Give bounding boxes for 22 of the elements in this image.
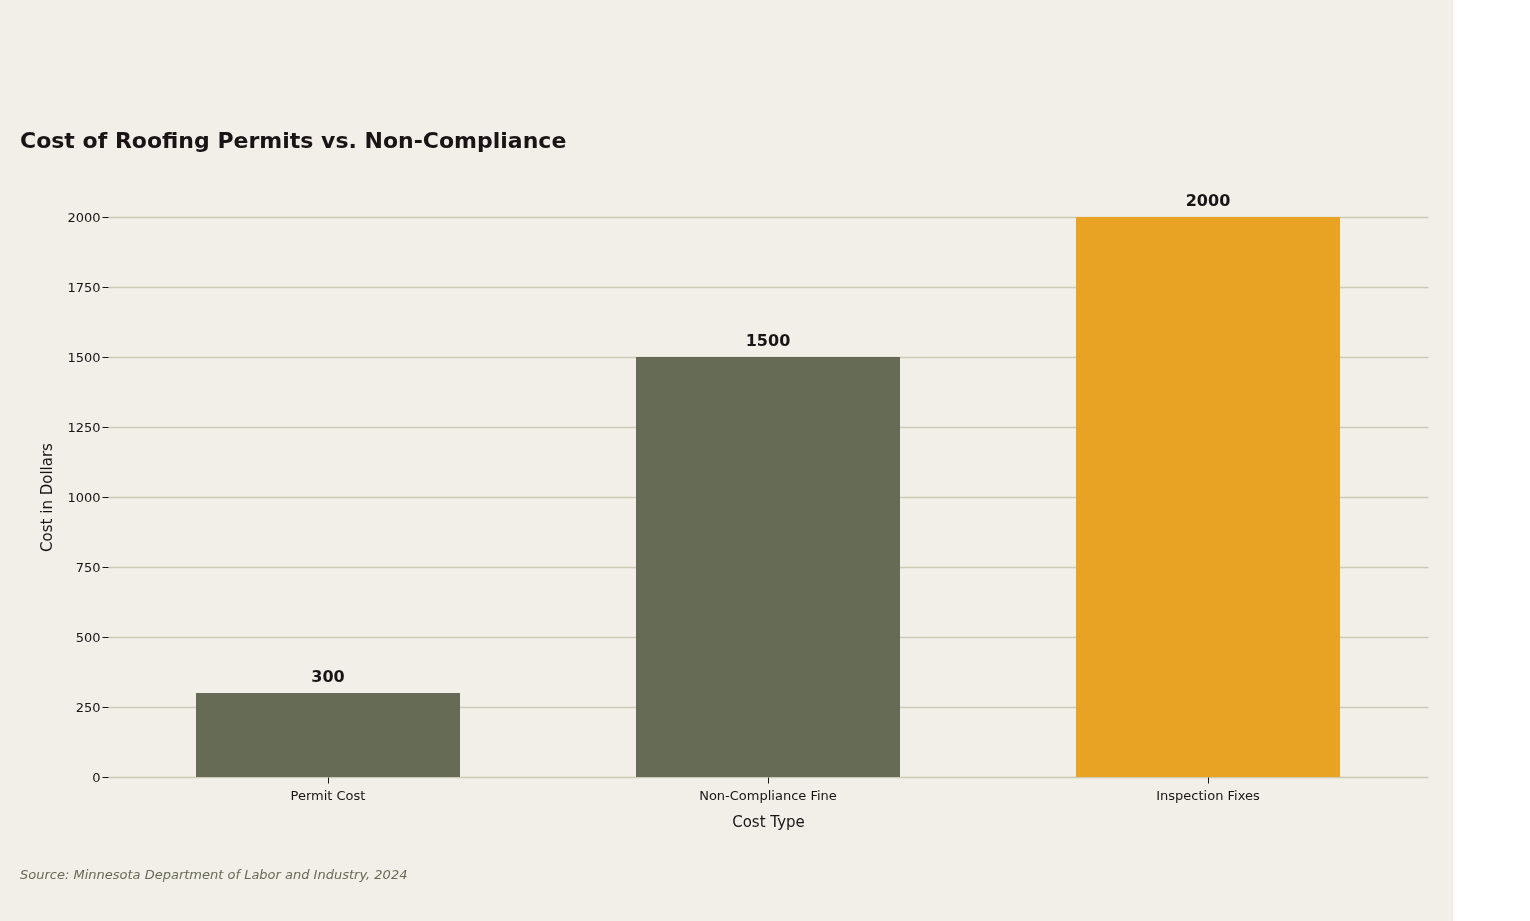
source-note: Source: Minnesota Department of Labor and Industry, 2024 (20, 867, 408, 882)
y-tick-label: 1000 (67, 489, 101, 505)
y-tick-label: 500 (75, 629, 101, 645)
y-tick-label: 1500 (67, 349, 101, 365)
x-tick-label: Inspection Fixes (1156, 787, 1260, 803)
y-tick-label: 2000 (67, 209, 101, 225)
y-tick-label: 1250 (67, 419, 101, 435)
y-tick-label: 250 (75, 699, 101, 715)
data-label: 1500 (745, 331, 791, 350)
bar (636, 357, 900, 777)
x-axis-title: Cost Type (732, 812, 805, 831)
y-tick-label: 750 (75, 559, 101, 575)
chart-title: Cost of Roofing Permits vs. Non-Compliance (20, 128, 567, 153)
y-tick-label: 0 (92, 769, 101, 785)
y-tick-label: 1750 (67, 279, 101, 295)
x-tick-label: Non-Compliance Fine (699, 787, 837, 803)
bar (196, 693, 460, 777)
data-label: 2000 (1185, 191, 1231, 210)
y-axis-title: Cost in Dollars (38, 442, 57, 552)
bar (1076, 217, 1340, 777)
data-label: 300 (311, 667, 345, 686)
x-tick-label: Permit Cost (290, 787, 366, 803)
